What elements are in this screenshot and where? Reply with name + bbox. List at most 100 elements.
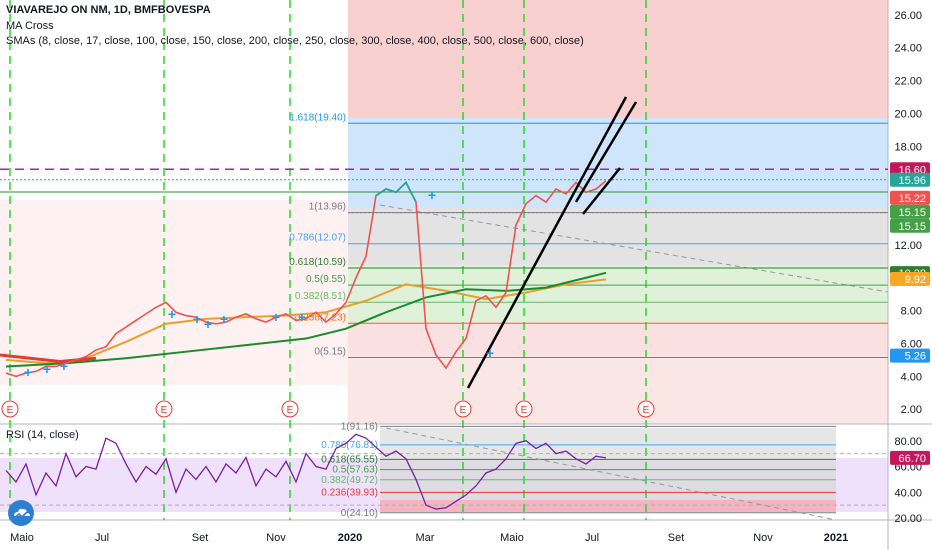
rsi-fib-label: 0.382(49.72) [321,475,378,486]
price-tick-label: 22.00 [894,76,922,88]
rsi-fib-label: 0.236(39.93) [321,487,378,498]
price-badge-label: 5.26 [905,351,926,363]
fib-level-label: 0.786(12.07) [289,233,346,244]
time-tick-label: Nov [753,532,773,544]
trend-line-3 [582,167,621,215]
rsi-tick-label: 40.00 [894,487,922,499]
price-tick-label: 8.00 [901,306,922,318]
rsi-indicator-title[interactable]: RSI (14, close) [6,429,79,441]
signal-cross-marker: + [486,345,494,361]
symbol-title: VIAVAREJO ON NM, 1D, BMFBOVESPA [6,4,211,16]
earnings-marker-label: E [7,405,14,416]
price-tick-label: 2.00 [901,404,922,416]
indicator-smas[interactable]: SMAs (8, close, 17, close, 100, close, 1… [6,35,584,47]
price-badge-label: 9.92 [905,274,926,286]
earnings-marker [454,400,472,418]
price-badge-label: 15.22 [898,193,926,205]
time-tick-label: Set [668,532,685,544]
fib-level-label: 0.382(8.51) [295,291,346,302]
price-tick-label: 18.00 [894,141,922,153]
earnings-marker-label: E [161,405,168,416]
fib-grey-zone [348,208,888,265]
price-badge [890,348,930,363]
rsi-fib-label: 0.786(76.81) [321,440,378,451]
price-axis[interactable]: 2.004.006.008.0010.0012.0014.0016.0018.0… [890,10,930,525]
sma-line [5,278,607,365]
price-tick-label: 20.00 [894,108,922,120]
earnings-marker [515,400,533,418]
trend-dashed-line [379,204,889,293]
signal-cross-marker: + [43,361,51,377]
rsi-tick-label: 20.00 [894,513,922,525]
rsi-pane[interactable]: 1(91.16) 0.786(76.81) 0.618(65.55)0.5(57.6… [0,421,888,521]
time-tick-label: Set [192,532,209,544]
time-tick-label: Nov [266,532,286,544]
price-badge-label: 15.96 [898,175,926,187]
price-badge [890,218,930,233]
fib-level-label: 1(13.96) [309,202,346,213]
main-price-pane[interactable]: E E E E E E 1.618(19.40) 1(13.96) 0.786(12.07) 0.… [0,96,889,418]
fib-green-zone [348,265,888,321]
price-tick-label: 4.00 [901,371,922,383]
earnings-marker-label: E [521,405,528,416]
earnings-marker-label: E [460,405,467,416]
rsi-fib-grey [380,428,836,460]
time-tick-label: Jul [585,532,599,544]
rsi-value-label: 66.70 [898,453,926,465]
rsi-fib-label: 0(24.10) [341,508,378,519]
rsi-value-badge [890,450,930,465]
signal-cross-marker: + [428,187,436,203]
fib-level-label: 1.618(19.40) [289,112,346,123]
price-line [5,180,607,378]
earnings-marker [155,400,173,418]
signal-cross-marker: + [272,309,280,325]
time-tick-label: Mar [416,532,435,544]
price-line-up [375,180,417,203]
price-badge [890,172,930,187]
price-badge [890,162,930,177]
fib-pink-zone [348,321,888,356]
time-tick-label: 2021 [824,532,848,544]
earnings-marker [637,400,655,418]
earnings-marker-label: E [287,405,294,416]
trend-line-2 [574,101,638,203]
price-badge [890,272,930,287]
fib-level-label: 0.236(7.23) [295,312,346,323]
price-badge [890,204,930,219]
indicator-ma-cross[interactable]: MA Cross [6,20,54,32]
rsi-line [5,433,607,510]
time-tick-label: 2020 [338,532,362,544]
price-tick-label: 26.00 [894,10,922,22]
signal-cross-marker: + [168,306,176,322]
earnings-marker [281,400,299,418]
price-tick-label: 24.00 [894,43,922,55]
time-tick-label: Maio [500,532,524,544]
earnings-marker-label: E [643,405,650,416]
rsi-tick-label: 80.00 [894,436,922,448]
time-tick-label: Maio [10,532,34,544]
sma-red-line [0,353,97,364]
signal-cross-marker: + [60,358,68,374]
fib-level-label: 0.618(10.59) [289,257,346,268]
price-tick-label: 12.00 [894,240,922,252]
rsi-trend-line [385,427,837,521]
sma-line [5,271,607,368]
fib-level-label: 0.5(9.55) [306,274,346,285]
earnings-marker [1,400,19,418]
signal-cross-marker: + [220,311,228,327]
rsi-fib-label: 0.5(57.63) [332,465,378,476]
rsi-fib-red [380,500,836,512]
time-axis[interactable]: Maio Jul Set Nov 2020 Mar Maio Jul Set Nov 2021 [10,532,848,544]
rsi-fib-label: 1(91.16) [341,421,378,432]
trend-line-1 [466,96,628,389]
fib-level-label: 0(5.15) [314,346,346,357]
price-badge-label: 15.15 [898,207,926,219]
upper-red-zone [348,0,888,118]
price-badge-label: 15.15 [898,221,926,233]
lower-red-zone [348,356,888,424]
price-badge [890,190,930,205]
tradingview-cloud-icon[interactable] [8,500,34,526]
signal-cross-marker: + [204,316,212,332]
